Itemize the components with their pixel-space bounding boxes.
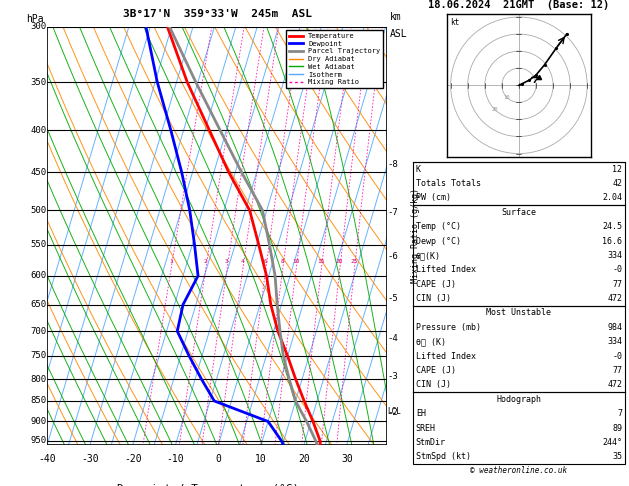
Text: 4: 4 [241, 260, 245, 264]
Text: 16.6: 16.6 [602, 237, 622, 245]
Text: Totals Totals: Totals Totals [416, 179, 481, 188]
Text: 20: 20 [492, 107, 498, 112]
Text: θᴇ(K): θᴇ(K) [416, 251, 441, 260]
Text: 77: 77 [612, 366, 622, 375]
Text: 24.5: 24.5 [602, 222, 622, 231]
Text: Surface: Surface [501, 208, 537, 217]
Text: Mixing Ratio (g/kg): Mixing Ratio (g/kg) [411, 188, 420, 283]
Text: -7: -7 [387, 208, 398, 217]
Text: SREH: SREH [416, 424, 436, 433]
Text: PW (cm): PW (cm) [416, 193, 451, 202]
Text: 25: 25 [350, 260, 358, 264]
Text: 472: 472 [607, 381, 622, 389]
Text: 984: 984 [607, 323, 622, 332]
Text: θᴇ (K): θᴇ (K) [416, 337, 446, 346]
Text: 450: 450 [30, 168, 47, 177]
Text: 10: 10 [504, 95, 510, 100]
Text: CIN (J): CIN (J) [416, 381, 451, 389]
Text: CAPE (J): CAPE (J) [416, 366, 456, 375]
Text: 300: 300 [30, 22, 47, 31]
Text: LCL: LCL [387, 407, 401, 416]
Text: 600: 600 [30, 271, 47, 280]
Legend: Temperature, Dewpoint, Parcel Trajectory, Dry Adiabat, Wet Adiabat, Isotherm, Mi: Temperature, Dewpoint, Parcel Trajectory… [286, 30, 383, 88]
Text: 35: 35 [612, 452, 622, 461]
Text: 12: 12 [612, 165, 622, 174]
Text: -10: -10 [167, 453, 184, 464]
Text: -30: -30 [81, 453, 99, 464]
Text: 20: 20 [336, 260, 343, 264]
Text: 2: 2 [204, 260, 208, 264]
Text: Most Unstable: Most Unstable [486, 309, 552, 317]
Text: 7: 7 [617, 409, 622, 418]
Text: 77: 77 [612, 280, 622, 289]
Text: 334: 334 [607, 251, 622, 260]
Text: kt: kt [450, 18, 459, 27]
Text: Lifted Index: Lifted Index [416, 265, 476, 274]
Text: StmSpd (kt): StmSpd (kt) [416, 452, 470, 461]
Text: ASL: ASL [390, 29, 408, 39]
Text: 472: 472 [607, 294, 622, 303]
Text: 1: 1 [169, 260, 173, 264]
Text: 950: 950 [30, 436, 47, 446]
Text: 350: 350 [30, 78, 47, 87]
Text: -2: -2 [387, 408, 398, 417]
Text: 10: 10 [255, 453, 267, 464]
Text: 550: 550 [30, 240, 47, 249]
Text: CIN (J): CIN (J) [416, 294, 451, 303]
Text: hPa: hPa [26, 14, 44, 24]
Text: Hodograph: Hodograph [496, 395, 542, 404]
Text: 800: 800 [30, 375, 47, 383]
Text: Lifted Index: Lifted Index [416, 352, 476, 361]
Text: -5: -5 [387, 295, 398, 303]
Text: 750: 750 [30, 351, 47, 361]
Text: 8: 8 [281, 260, 284, 264]
Text: Dewp (°C): Dewp (°C) [416, 237, 461, 245]
Text: -4: -4 [387, 334, 398, 343]
Text: 0: 0 [216, 453, 221, 464]
Text: -0: -0 [612, 352, 622, 361]
Text: StmDir: StmDir [416, 438, 446, 447]
Text: -40: -40 [38, 453, 56, 464]
Text: -6: -6 [387, 252, 398, 261]
Text: © weatheronline.co.uk: © weatheronline.co.uk [470, 466, 567, 475]
Text: CAPE (J): CAPE (J) [416, 280, 456, 289]
Text: 900: 900 [30, 417, 47, 426]
Text: 244°: 244° [602, 438, 622, 447]
Text: 15: 15 [318, 260, 325, 264]
Text: -0: -0 [612, 265, 622, 274]
Text: 850: 850 [30, 397, 47, 405]
Text: Temp (°C): Temp (°C) [416, 222, 461, 231]
Text: 700: 700 [30, 327, 47, 336]
Text: -8: -8 [387, 160, 398, 169]
Text: EH: EH [416, 409, 426, 418]
Text: 2.04: 2.04 [602, 193, 622, 202]
Text: 18.06.2024  21GMT  (Base: 12): 18.06.2024 21GMT (Base: 12) [428, 0, 610, 10]
Text: 30: 30 [341, 453, 353, 464]
Text: km: km [390, 12, 402, 22]
Text: -20: -20 [124, 453, 142, 464]
Text: 6: 6 [264, 260, 267, 264]
Text: 10: 10 [292, 260, 300, 264]
Text: 500: 500 [30, 206, 47, 215]
Text: K: K [416, 165, 421, 174]
Text: -3: -3 [387, 372, 398, 381]
Text: 3: 3 [225, 260, 229, 264]
Text: Pressure (mb): Pressure (mb) [416, 323, 481, 332]
Text: 20: 20 [298, 453, 310, 464]
Text: 89: 89 [612, 424, 622, 433]
Text: 334: 334 [607, 337, 622, 346]
Text: 650: 650 [30, 300, 47, 309]
Text: Dewpoint / Temperature (°C): Dewpoint / Temperature (°C) [116, 484, 299, 486]
Text: 42: 42 [612, 179, 622, 188]
Text: 3B°17'N  359°33'W  245m  ASL: 3B°17'N 359°33'W 245m ASL [123, 9, 311, 19]
Text: 400: 400 [30, 125, 47, 135]
